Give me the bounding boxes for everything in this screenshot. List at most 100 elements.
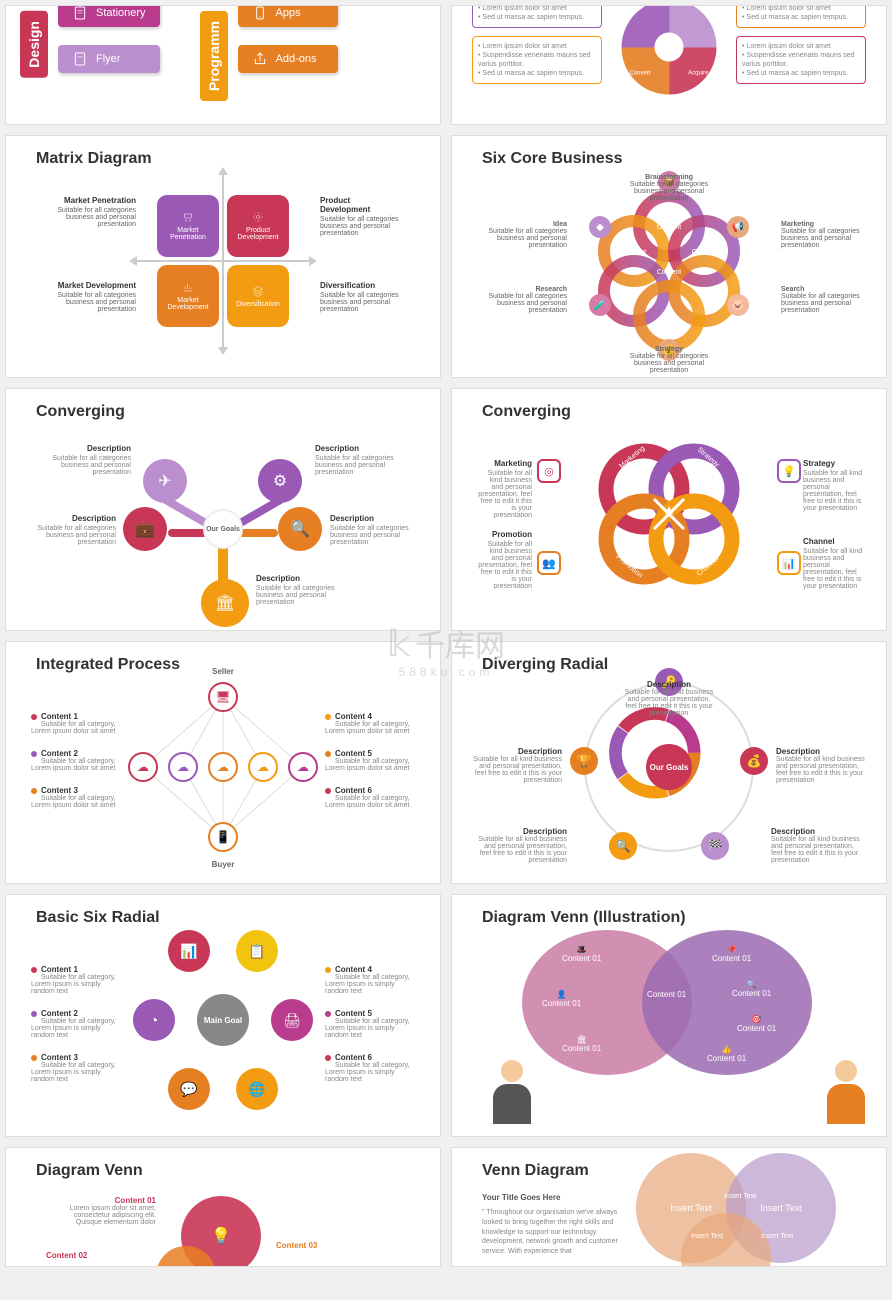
people-icon: 👥 bbox=[537, 551, 561, 575]
flyer-pill: Flyer bbox=[58, 45, 160, 73]
conv1-title: Converging bbox=[36, 403, 125, 421]
stationery-pill: Stationery bbox=[58, 5, 160, 27]
six-label: MarketingSuitable for all categories bus… bbox=[781, 221, 861, 249]
lightbulb-icon: 💡 bbox=[777, 459, 801, 483]
box-text: • Lorem ipsum dolor sit amet• Suspendiss… bbox=[742, 42, 860, 78]
six-label: StrategySuitable for all categories busi… bbox=[629, 346, 709, 374]
box-text: • Lorem ipsum dolor sit amet• Sed ut mas… bbox=[742, 5, 860, 22]
monitor-icon: 🖥 bbox=[208, 682, 238, 712]
cloud-icon: ☁ bbox=[128, 752, 158, 782]
target-icon: ◎ bbox=[537, 459, 561, 483]
search-icon: 🔍 bbox=[278, 507, 322, 551]
chart-icon: 📊 bbox=[168, 930, 210, 972]
bubble-label: Content 01 bbox=[647, 990, 686, 999]
chart-icon bbox=[182, 281, 194, 293]
matrix-q4: Diversification bbox=[227, 265, 289, 327]
box-text: • Lorem ipsum dolor sit amet• Suspendiss… bbox=[478, 42, 596, 78]
matrix-label-2: Product DevelopmentSuitable for all cate… bbox=[320, 196, 400, 237]
content-item: Content 3Suitable for all category, Lore… bbox=[31, 786, 121, 809]
addons-label: Add-ons bbox=[276, 53, 317, 65]
briefcase-icon: 💼 bbox=[123, 507, 167, 551]
slide-basic-six-radial: Basic Six Radial Main Goal 📊 📋 ◔ 🖨 💬 🌐 C… bbox=[5, 894, 441, 1137]
mobile-icon: 📱 bbox=[208, 822, 238, 852]
slide-integrated-process: Integrated Process Seller 🖥 ☁ ☁ ☁ ☁ ☁ 📱 … bbox=[5, 641, 441, 884]
dvenn-label: Content 01Lorem ipsum dolor sit amet, co… bbox=[46, 1196, 156, 1226]
venn3-text: " Throughout our organisation we've alwa… bbox=[482, 1208, 632, 1257]
overlap-label: Insert Text bbox=[691, 1233, 723, 1240]
content-item: Content 4Suitable for all category, Lore… bbox=[325, 965, 415, 995]
slide-grid: Design Stationery Flyer Programm Apps Ad… bbox=[5, 5, 887, 1267]
matrix-label-3: Market DevelopmentSuitable for all categ… bbox=[56, 281, 136, 313]
content-item: Content 2Suitable for all category, Lore… bbox=[31, 1009, 121, 1039]
svg-text:Content: Content bbox=[657, 269, 682, 276]
dvenn-label: Content 03 bbox=[276, 1241, 317, 1250]
sixcore-title: Six Core Business bbox=[482, 150, 623, 168]
share-icon bbox=[252, 51, 268, 67]
doc-icon bbox=[72, 51, 88, 67]
slide-diverging-radial: Diverging Radial Our Goals 🔑 🏆 💰 🔍 🏁 Des… bbox=[451, 641, 887, 884]
bubble-label: 🔍Content 01 bbox=[732, 980, 771, 998]
conv-desc: DescriptionSuitable for all categories b… bbox=[36, 444, 131, 476]
building-icon: 🏛 bbox=[201, 579, 249, 627]
c2-label: StrategySuitable for all kind business a… bbox=[803, 459, 868, 512]
bubble-label: 📌Content 01 bbox=[712, 945, 751, 963]
svg-text:Content: Content bbox=[692, 249, 717, 256]
content-item: Content 1Suitable for all category, Lore… bbox=[31, 965, 121, 995]
content-item: Content 5Suitable for all category, Lore… bbox=[325, 749, 415, 772]
div-label: DescriptionSuitable for all kind busines… bbox=[776, 747, 871, 784]
conv2-title: Converging bbox=[482, 403, 571, 421]
slide-converging-1: Converging ✈ ⚙ 💼 🔍 🏛 Our Goals Descripti… bbox=[5, 388, 441, 631]
dvenn-title: Diagram Venn bbox=[36, 1162, 143, 1180]
mobile-icon bbox=[252, 5, 268, 21]
search-icon: 🔍 bbox=[609, 832, 637, 860]
box-text: • Lorem ipsum dolor sit amet• Sed ut mas… bbox=[478, 5, 596, 22]
c2-label: ChannelSuitable for all kind business an… bbox=[803, 537, 868, 590]
matrix-label-4: DiversificationSuitable for all categori… bbox=[320, 281, 400, 313]
six-label: IdeaSuitable for all categories business… bbox=[487, 221, 567, 249]
content-item: Content 6Suitable for all category, Lore… bbox=[325, 1053, 415, 1083]
matrix-label-1: Market PenetrationSuitable for all categ… bbox=[56, 196, 136, 228]
printer-icon: 🖨 bbox=[271, 999, 313, 1041]
content-item: Content 4Suitable for all category, Lore… bbox=[325, 712, 415, 735]
six-label: ResearchSuitable for all categories busi… bbox=[487, 286, 567, 314]
sixcore-rings: Content Content Content Content bbox=[579, 176, 759, 356]
six-label: BrainstormingSuitable for all categories… bbox=[629, 174, 709, 202]
bag-icon: 💰 bbox=[740, 747, 768, 775]
slide-converging-2: Converging Marketing Strategy Promotion … bbox=[451, 388, 887, 631]
matrix-q2: Product Development bbox=[227, 195, 289, 257]
content-item: Content 1Suitable for all category, Lore… bbox=[31, 712, 121, 735]
slide-venn-illustration: Diagram Venn (Illustration) 🎩Content 01 … bbox=[451, 894, 887, 1137]
apps-pill: Apps bbox=[238, 5, 338, 27]
venn3-title: Venn Diagram bbox=[482, 1162, 589, 1180]
cart-icon bbox=[182, 211, 194, 223]
piggy-icon: 🐷 bbox=[727, 294, 749, 316]
div-label: DescriptionSuitable for all kind busines… bbox=[472, 827, 567, 864]
diamond-icon: ◆ bbox=[589, 216, 611, 238]
slide-venn-diagram: Venn Diagram Your Title Goes Here " Thro… bbox=[451, 1147, 887, 1267]
svg-text:Content: Content bbox=[622, 249, 647, 256]
convert-label: Convert bbox=[630, 71, 651, 77]
buyer-label: Buyer bbox=[212, 860, 235, 869]
slide-matrix: Matrix Diagram Market Penetration Produc… bbox=[5, 135, 441, 378]
cloud-icon: ☁ bbox=[168, 752, 198, 782]
calc-icon: 📋 bbox=[236, 930, 278, 972]
c2-label: MarketingSuitable for all kind business … bbox=[477, 459, 532, 519]
flyer-label: Flyer bbox=[96, 53, 120, 65]
slide-quadrant-partial: Grow Measure Convert Acquire • Lorem ips… bbox=[451, 5, 887, 125]
addons-pill: Add-ons bbox=[238, 45, 338, 73]
overlap-label: Insert Text bbox=[761, 1233, 793, 1240]
matrix-q1: Market Penetration bbox=[157, 195, 219, 257]
matrix-q3: Market Development bbox=[157, 265, 219, 327]
bubble-label: 🎩Content 01 bbox=[562, 945, 601, 963]
gear-icon: ⚙ bbox=[258, 459, 302, 503]
div-label: DescriptionSuitable for all kind busines… bbox=[622, 680, 717, 717]
conv-desc: DescriptionSuitable for all categories b… bbox=[330, 514, 425, 546]
conv-center: Our Goals bbox=[203, 509, 243, 549]
person-right bbox=[821, 1060, 871, 1125]
content-item: Content 3Suitable for all category, Lore… bbox=[31, 1053, 121, 1083]
content-item: Content 5Suitable for all category, Lore… bbox=[325, 1009, 415, 1039]
doc-icon bbox=[72, 5, 88, 21]
globe-icon: 🌐 bbox=[236, 1068, 278, 1110]
matrix-title: Matrix Diagram bbox=[36, 150, 152, 168]
cloud-icon: ☁ bbox=[208, 752, 238, 782]
